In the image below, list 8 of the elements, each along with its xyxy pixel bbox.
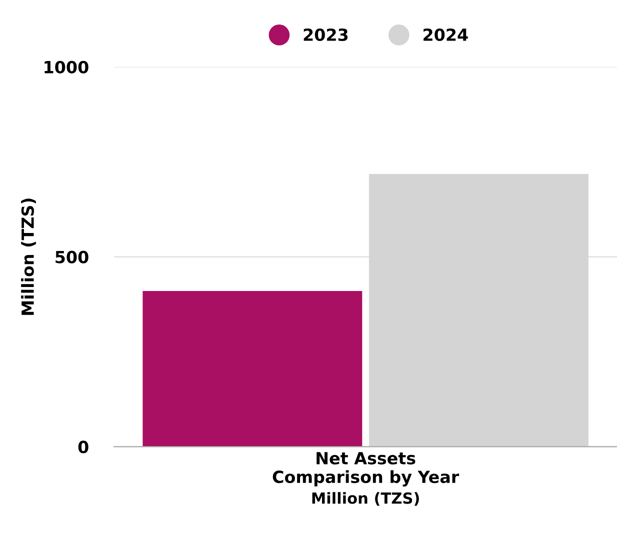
y-axis-title: Million (TZS): [21, 198, 36, 315]
y-tick-label: 500: [56, 250, 88, 264]
legend-label: 2023: [304, 28, 348, 42]
legend-label: 2024: [424, 28, 468, 42]
x-tick-label: Net Assets Comparison by Year: [272, 452, 460, 487]
y-tick-label: 1000: [44, 60, 88, 74]
x-axis-title: Million (TZS): [312, 492, 419, 506]
y-tick-label: 0: [78, 440, 88, 454]
